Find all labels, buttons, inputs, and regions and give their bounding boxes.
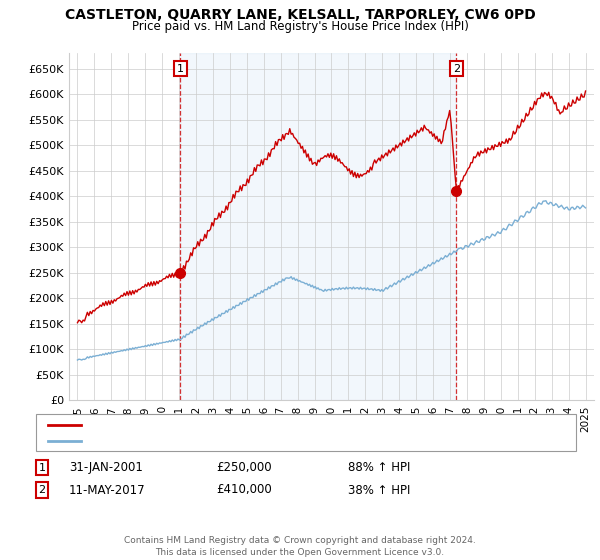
Text: 2: 2 bbox=[453, 64, 460, 73]
Text: 1: 1 bbox=[38, 463, 46, 473]
Text: Contains HM Land Registry data © Crown copyright and database right 2024.
This d: Contains HM Land Registry data © Crown c… bbox=[124, 536, 476, 557]
Text: 2: 2 bbox=[38, 485, 46, 495]
Text: HPI: Average price, detached house, Cheshire West and Chester: HPI: Average price, detached house, Ches… bbox=[87, 436, 422, 446]
Text: £250,000: £250,000 bbox=[216, 461, 272, 474]
Text: 38% ↑ HPI: 38% ↑ HPI bbox=[348, 483, 410, 497]
Text: 88% ↑ HPI: 88% ↑ HPI bbox=[348, 461, 410, 474]
Bar bbox=[181, 53, 457, 400]
Text: CASTLETON, QUARRY LANE, KELSALL, TARPORLEY, CW6 0PD (detached house): CASTLETON, QUARRY LANE, KELSALL, TARPORL… bbox=[87, 419, 496, 430]
Text: 11-MAY-2017: 11-MAY-2017 bbox=[69, 483, 146, 497]
Text: CASTLETON, QUARRY LANE, KELSALL, TARPORLEY, CW6 0PD: CASTLETON, QUARRY LANE, KELSALL, TARPORL… bbox=[65, 8, 535, 22]
Text: 1: 1 bbox=[177, 64, 184, 73]
Text: Price paid vs. HM Land Registry's House Price Index (HPI): Price paid vs. HM Land Registry's House … bbox=[131, 20, 469, 32]
Text: 31-JAN-2001: 31-JAN-2001 bbox=[69, 461, 143, 474]
Text: £410,000: £410,000 bbox=[216, 483, 272, 497]
